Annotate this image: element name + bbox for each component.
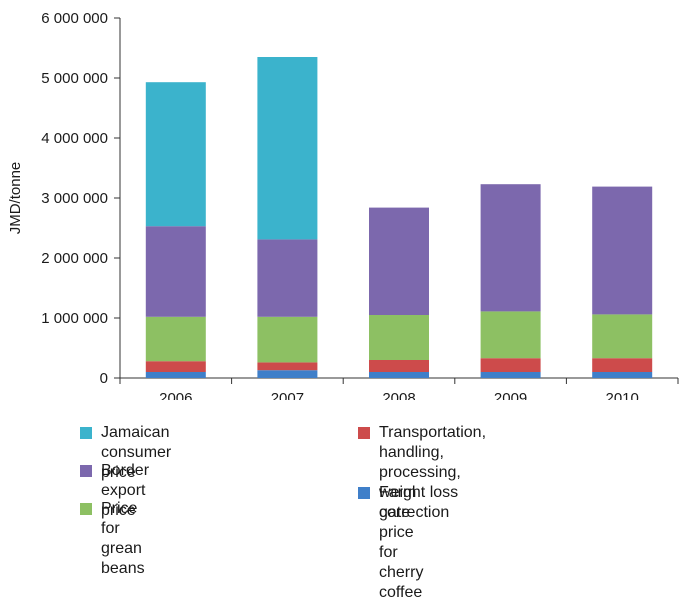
- bar-segment-2010-s3: [592, 186, 653, 315]
- legend-item-consumer: Jamaican consumer price: [80, 423, 171, 483]
- y-axis-label: JMD/tonne: [7, 162, 24, 235]
- bar-segment-2010-s1: [592, 358, 653, 372]
- legend-label-export: Border export price: [101, 462, 150, 519]
- bar-segment-2006-s4: [145, 82, 206, 227]
- bar-segment-2009-s0: [480, 372, 541, 378]
- bar-segment-2009-s3: [480, 184, 541, 312]
- y-tick-label: 2 000 000: [41, 250, 108, 267]
- legend-swatch-consumer: [80, 427, 92, 439]
- legend-label-transport: Transportation, handling, processing, we…: [379, 424, 487, 521]
- stacked-bar-chart: 0 1 000 000 2 000 000 3 000 000 4 000 000 5 0…: [7, 10, 679, 400]
- bar-segment-2007-s2: [257, 316, 318, 363]
- bar-segment-2006-s1: [145, 361, 206, 372]
- y-tick-label: 5 000 000: [41, 70, 108, 87]
- legend-swatch-farm-gate: [358, 487, 370, 499]
- y-tick-label: 3 000 000: [41, 190, 108, 207]
- bar-segment-2006-s0: [145, 372, 206, 378]
- x-tick-label: 2006: [159, 390, 192, 400]
- bar-segment-2009-s2: [480, 311, 541, 359]
- legend-swatch-transport: [358, 427, 370, 439]
- legend-swatch-green-beans: [80, 503, 92, 515]
- x-tick-label: 2009: [494, 390, 527, 400]
- x-tick-label: 2007: [271, 390, 304, 400]
- x-tick-label: 2010: [606, 390, 639, 400]
- bar-segment-2007-s1: [257, 362, 318, 371]
- bars: [145, 57, 653, 378]
- bar-segment-2007-s0: [257, 370, 318, 378]
- bar-segment-2007-s4: [257, 57, 318, 240]
- legend-item-transport: Transportation, handling, processing, we…: [358, 423, 486, 523]
- legend-label-green-beans: Price for grean beans: [101, 500, 145, 577]
- x-axis: 2006 2007 2008 2009 2010: [119, 377, 679, 400]
- bar-segment-2006-s3: [145, 226, 206, 317]
- bar-segment-2008-s0: [369, 372, 429, 378]
- legend-item-green-beans: Price for grean beans: [80, 499, 145, 579]
- bar-segment-2010-s0: [592, 372, 653, 378]
- bar-segment-2007-s3: [257, 239, 318, 317]
- y-tick-label: 6 000 000: [41, 10, 108, 27]
- legend-swatch-export: [80, 465, 92, 477]
- y-axis: 0 1 000 000 2 000 000 3 000 000 4 000 000 5 0…: [41, 10, 121, 387]
- bar-segment-2009-s1: [480, 358, 541, 372]
- legend-label-farm-gate: Farm gate price for cherry coffee: [379, 484, 424, 601]
- y-tick-label: 0: [100, 370, 108, 387]
- y-tick-label: 1 000 000: [41, 310, 108, 327]
- bar-segment-2006-s2: [145, 316, 206, 362]
- x-tick-label: 2008: [382, 390, 415, 400]
- y-tick-label: 4 000 000: [41, 130, 108, 147]
- bar-segment-2010-s2: [592, 314, 653, 359]
- legend-item-export: Border export price: [80, 461, 149, 521]
- bar-segment-2008-s1: [369, 360, 429, 372]
- bar-segment-2008-s2: [369, 315, 429, 360]
- legend-item-farm-gate: Farm gate price for cherry coffee: [358, 483, 423, 603]
- legend-label-consumer: Jamaican consumer price: [101, 424, 172, 481]
- bar-segment-2008-s3: [369, 207, 429, 315]
